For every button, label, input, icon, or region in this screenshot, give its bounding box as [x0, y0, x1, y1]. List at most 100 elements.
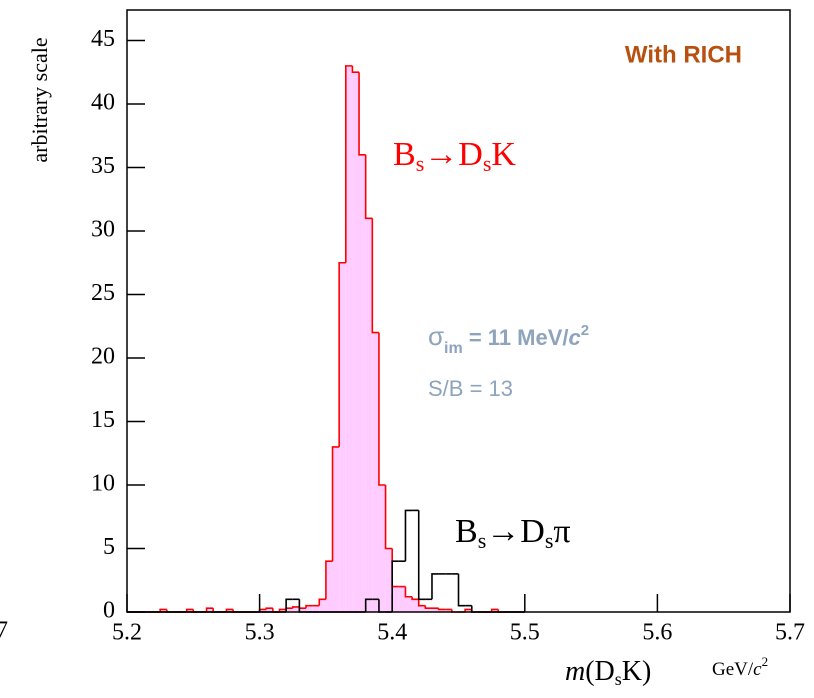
- y-tick-label: 30: [91, 216, 115, 242]
- title: With RICH: [625, 41, 742, 68]
- histogram-bin: [418, 605, 426, 612]
- text-part: s: [483, 151, 492, 176]
- histogram-bin: [325, 561, 333, 612]
- histogram-step: [364, 598, 373, 612]
- text-part: 2: [581, 322, 589, 339]
- text-part: s: [478, 528, 487, 553]
- histogram-step: [384, 484, 393, 550]
- x-tick-label: 5.7: [775, 620, 805, 646]
- edge-label: 7: [0, 618, 8, 644]
- histogram-bin: [352, 72, 360, 613]
- text-part: GeV/: [712, 659, 754, 680]
- histogram-bin: [186, 609, 194, 612]
- text-part: B: [455, 513, 478, 550]
- histogram-step: [431, 573, 439, 600]
- histogram-step: [371, 218, 379, 334]
- histogram-step: [331, 446, 340, 562]
- text-part: im: [444, 340, 463, 357]
- histogram-bin: [312, 605, 320, 612]
- y-tick-label: 10: [91, 470, 115, 496]
- histogram-bin: [259, 609, 267, 612]
- x-tick-label: 5.3: [245, 620, 275, 646]
- histogram-step: [464, 608, 472, 612]
- text-part: K: [491, 136, 516, 173]
- text-part: 2: [762, 654, 769, 669]
- histogram-step: [417, 510, 426, 601]
- histogram-bin: [286, 608, 293, 612]
- histogram-bin: [279, 609, 287, 612]
- histogram-bin: [438, 609, 446, 612]
- text-part: s: [416, 151, 425, 176]
- histogram-step: [278, 608, 287, 612]
- y-tick-label: 0: [103, 598, 115, 624]
- histogram-step: [265, 607, 273, 610]
- y-tick-label: 15: [91, 407, 115, 433]
- histogram-step: [298, 606, 307, 609]
- histogram-bin: [465, 609, 472, 612]
- y-tick-label: 20: [91, 343, 115, 369]
- histogram-step: [378, 332, 386, 486]
- histogram-bin: [359, 154, 366, 613]
- histogram-step: [404, 509, 413, 562]
- histogram-step: [411, 596, 419, 601]
- histogram-step: [358, 72, 366, 156]
- text-part: (D: [585, 656, 615, 687]
- histogram-bin: [378, 484, 386, 612]
- y-tick-label: 35: [91, 153, 115, 179]
- signal-label: Bs→DsK: [393, 136, 516, 176]
- text-part: m: [565, 656, 585, 687]
- text-part: s: [545, 528, 554, 553]
- histogram-bin: [392, 586, 399, 612]
- plot: [126, 9, 791, 613]
- histogram-step: [344, 65, 353, 263]
- histogram-step: [318, 598, 326, 606]
- histogram-bin: [299, 608, 307, 612]
- histogram-step: [470, 605, 479, 613]
- histogram-step: [325, 560, 333, 600]
- histogram-step: [338, 261, 346, 447]
- histogram-bin: [385, 548, 393, 612]
- histogram-bin: [372, 332, 379, 612]
- text-part: s: [615, 669, 622, 689]
- x-tick-label: 5.2: [112, 620, 142, 646]
- x-tick-label: 5.6: [642, 620, 672, 646]
- text-part: = 11 MeV/: [463, 325, 569, 350]
- text-part: →D: [486, 513, 545, 550]
- x-tick-label: 5.5: [510, 620, 540, 646]
- histogram-step: [424, 605, 432, 609]
- text-part: K): [622, 656, 652, 687]
- histogram-step: [404, 586, 413, 598]
- histogram-step: [291, 606, 300, 609]
- histogram-step: [159, 608, 167, 612]
- x-tick-label: 5.4: [377, 620, 407, 646]
- histogram-step: [490, 608, 499, 612]
- text-part: σ: [428, 321, 444, 351]
- histogram-bin: [332, 446, 340, 612]
- histogram-step: [391, 548, 399, 588]
- histogram-bin: [226, 609, 234, 612]
- y-tick-label: 40: [91, 89, 115, 115]
- histogram-bin: [398, 586, 406, 612]
- text-part: B: [393, 136, 416, 173]
- histogram-bin: [365, 218, 373, 612]
- y-tick-label: 5: [103, 534, 115, 560]
- y-tick-label: 25: [91, 280, 115, 306]
- histogram-bin: [292, 606, 300, 612]
- histogram-step: [437, 608, 446, 611]
- histogram-bin: [431, 608, 439, 612]
- histogram-bin: [319, 599, 326, 612]
- y-axis-label: arbitrary scale: [27, 37, 52, 162]
- histogram-bin: [425, 608, 432, 612]
- text-part: c: [569, 325, 581, 350]
- text-part: π: [553, 513, 570, 550]
- histogram-bin: [339, 262, 346, 612]
- histogram-bin: [345, 65, 353, 613]
- plot-frame: [126, 9, 791, 613]
- histogram-step: [225, 608, 234, 612]
- histogram-step: [417, 599, 426, 607]
- histogram-step: [351, 65, 360, 74]
- x-axis-unit: GeV/c2: [712, 654, 768, 680]
- histogram-step: [205, 607, 214, 612]
- histogram-bin: [266, 608, 273, 612]
